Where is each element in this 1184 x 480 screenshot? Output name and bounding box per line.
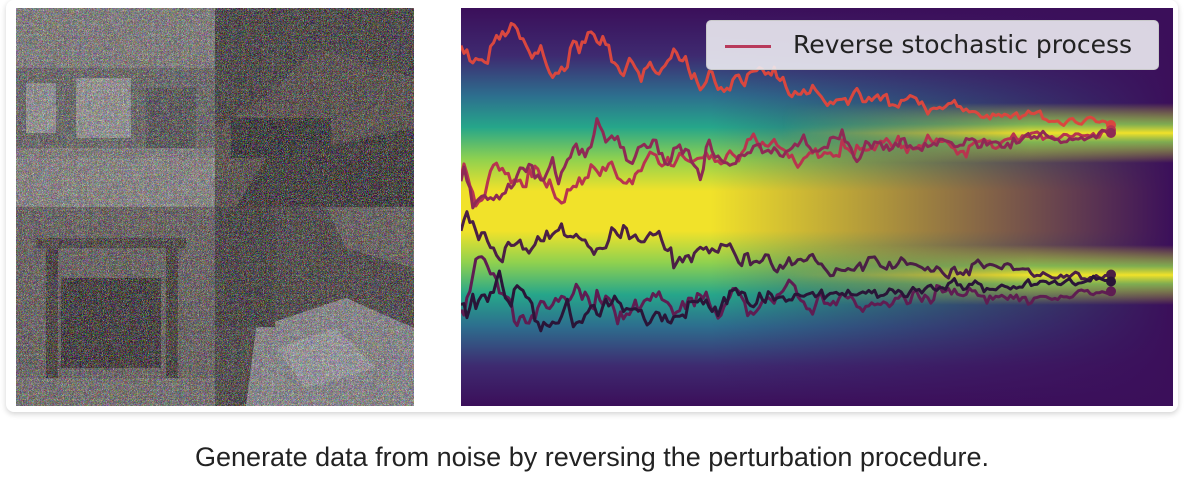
trajectory-endpoint xyxy=(1106,286,1116,297)
figure-caption: Generate data from noise by reversing th… xyxy=(195,442,989,472)
noisy-images-graphic xyxy=(16,8,414,406)
trajectory-endpoint xyxy=(1106,276,1116,287)
figure-card: Reverse stochastic process xyxy=(6,0,1178,412)
trajectory-line xyxy=(461,269,1112,333)
legend-swatch xyxy=(725,45,771,48)
legend-label: Reverse stochastic process xyxy=(793,30,1133,59)
trajectory-line xyxy=(461,210,1112,282)
legend: Reverse stochastic process xyxy=(706,20,1159,70)
trajectory-line xyxy=(461,255,1112,328)
trajectory-endpoint xyxy=(1106,269,1116,280)
trajectory-line xyxy=(461,21,1112,127)
noisy-images-panel xyxy=(16,8,414,406)
trajectory-endpoint xyxy=(1106,128,1116,138)
trajectory-line xyxy=(461,117,1112,210)
trajectories xyxy=(461,21,1116,333)
reverse-process-panel: Reverse stochastic process xyxy=(461,8,1173,406)
reverse-process-plot xyxy=(461,8,1173,406)
density-fade xyxy=(461,8,1173,406)
